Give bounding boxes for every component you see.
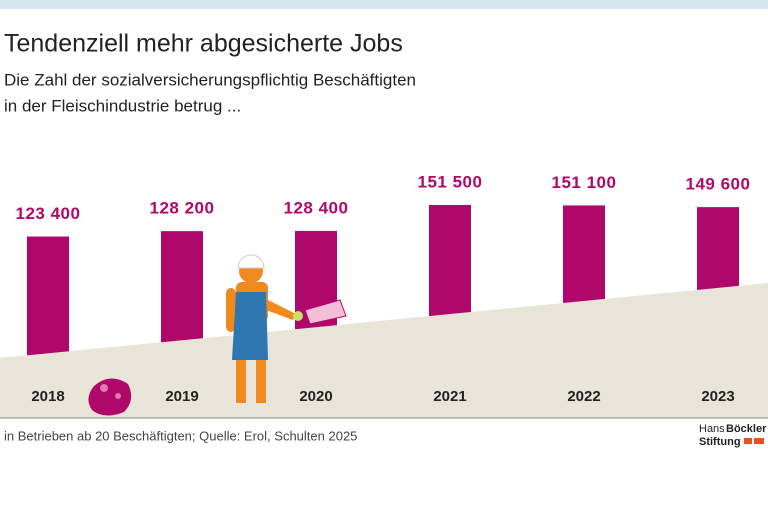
x-tick-label: 2021	[433, 388, 466, 405]
x-tick-label: 2019	[165, 388, 198, 405]
chart-title: Tendenziell mehr abgesicherte Jobs	[4, 30, 403, 58]
logo-mark	[754, 438, 764, 444]
value-label: 123 400	[16, 204, 81, 223]
chart-subtitle: Die Zahl der sozialversicherungspflichti…	[4, 70, 416, 89]
logo-text: Hans	[699, 423, 725, 435]
x-tick-label: 2020	[299, 388, 332, 405]
chart-subtitle: in der Fleischindustrie betrug ...	[4, 96, 241, 115]
logo: Hans Böckler Stiftung	[699, 423, 767, 448]
top-band	[0, 0, 768, 9]
value-label: 128 200	[150, 199, 215, 218]
value-label: 128 400	[284, 198, 349, 217]
x-tick-label: 2023	[701, 388, 734, 405]
worker-illustration	[226, 254, 347, 403]
value-label: 149 600	[686, 175, 751, 194]
bar	[27, 236, 69, 375]
x-tick-label: 2022	[567, 388, 600, 405]
ground	[0, 283, 768, 418]
logo-text: Stiftung	[699, 436, 741, 448]
source-note: in Betrieben ab 20 Beschäftigten; Quelle…	[4, 428, 357, 443]
value-label: 151 500	[418, 172, 483, 191]
meat-illustration	[88, 378, 132, 416]
x-tick-label: 2018	[31, 388, 64, 405]
value-label: 151 100	[552, 173, 617, 192]
logo-text: Böckler	[726, 423, 767, 435]
logo-mark	[744, 438, 752, 444]
